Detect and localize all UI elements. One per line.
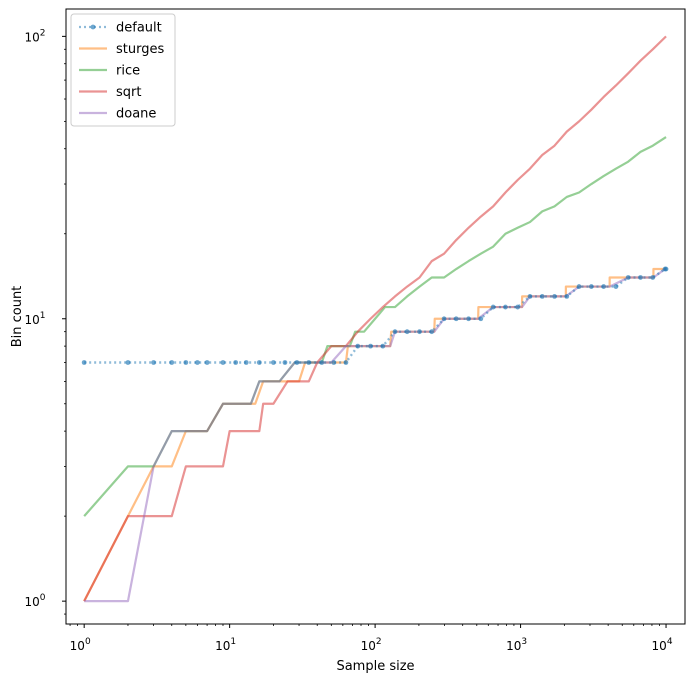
x-tick-exponent-3: 3 (521, 637, 527, 647)
series-point-default-41 (638, 275, 643, 280)
x-tick-label-0: 100 (70, 637, 91, 653)
series-layer (81, 35, 669, 603)
series-point-default-15 (319, 360, 325, 365)
series-point-default-2 (151, 360, 156, 365)
series-point-default-28 (478, 316, 484, 322)
x-tick-exponent-0: 0 (85, 637, 91, 647)
series-point-default-14 (306, 360, 312, 365)
y-tick-label-1: 101 (24, 311, 45, 327)
series-point-default-19 (368, 343, 373, 349)
y-tick-exponent-1: 1 (40, 311, 46, 321)
series-line-default (84, 267, 667, 364)
series-point-default-3 (169, 360, 175, 365)
series-point-default-7 (220, 360, 226, 365)
x-tick-exponent-1: 1 (230, 637, 236, 647)
legend-label-default: default (116, 21, 162, 36)
series-point-default-31 (515, 304, 521, 310)
series-point-default-8 (233, 360, 239, 365)
series-point-default-11 (271, 360, 276, 365)
y-tick-exponent-2: 2 (40, 28, 46, 38)
series-point-default-29 (490, 304, 496, 310)
series-point-default-20 (380, 343, 386, 349)
legend-frame (70, 13, 176, 127)
series-point-default-22 (404, 329, 410, 335)
legend-label-sqrt: sqrt (116, 85, 141, 100)
series-point-default-39 (613, 284, 619, 289)
series-point-default-21 (392, 329, 398, 335)
series-point-default-33 (539, 294, 545, 299)
x-tick-exponent-4: 4 (667, 637, 673, 647)
series-line-sqrt (83, 35, 667, 602)
legend: default sturges rice sqrt doane (70, 13, 176, 127)
legend-label-sturges: sturges (116, 42, 164, 57)
series-point-default-34 (552, 294, 557, 299)
series-point-default-9 (243, 360, 249, 365)
series-point-default-13 (294, 360, 300, 365)
x-tick-label-2: 102 (361, 637, 382, 653)
x-tick-label-3: 103 (506, 637, 527, 653)
series-point-default-4 (183, 360, 189, 365)
series-point-default-44 (663, 266, 669, 272)
series-point-default-5 (194, 360, 200, 365)
series-point-default-0 (81, 360, 87, 365)
series-point-default-30 (503, 304, 508, 310)
series-point-default-40 (625, 275, 631, 280)
series-point-default-10 (256, 360, 262, 365)
series-point-default-6 (204, 360, 210, 365)
x-axis-label: Sample size (336, 659, 414, 674)
series-point-default-37 (588, 284, 594, 289)
y-tick-label-2: 102 (24, 28, 45, 44)
series-point-default-26 (453, 316, 459, 322)
x-tick-exponent-2: 2 (376, 637, 382, 647)
series-point-default-36 (576, 284, 582, 289)
series-point-default-32 (527, 294, 533, 299)
y-axis-label: Bin count (10, 286, 25, 348)
series-point-default-12 (282, 360, 288, 365)
series-point-default-24 (429, 329, 435, 335)
series-point-default-23 (417, 329, 422, 335)
series-point-default-17 (343, 360, 349, 365)
series-point-default-38 (601, 284, 607, 289)
legend-label-doane: doane (116, 107, 156, 122)
series-point-default-25 (441, 316, 447, 322)
series-point-default-35 (564, 294, 570, 299)
legend-marker-default (90, 24, 96, 30)
x-tick-label-1: 101 (215, 637, 236, 653)
x-tick-label-4: 104 (652, 637, 673, 653)
legend-label-rice: rice (116, 64, 140, 79)
series-point-default-18 (355, 343, 361, 349)
y-tick-exponent-0: 0 (40, 593, 46, 603)
series-line-rice (83, 136, 667, 517)
y-tick-label-0: 100 (24, 593, 45, 609)
series-point-default-42 (650, 275, 656, 280)
series-point-default-16 (331, 360, 337, 365)
x-axis-ticks: 100 101 102 103 104 (70, 624, 673, 653)
series-point-default-1 (125, 360, 131, 365)
series-point-default-27 (466, 316, 471, 322)
